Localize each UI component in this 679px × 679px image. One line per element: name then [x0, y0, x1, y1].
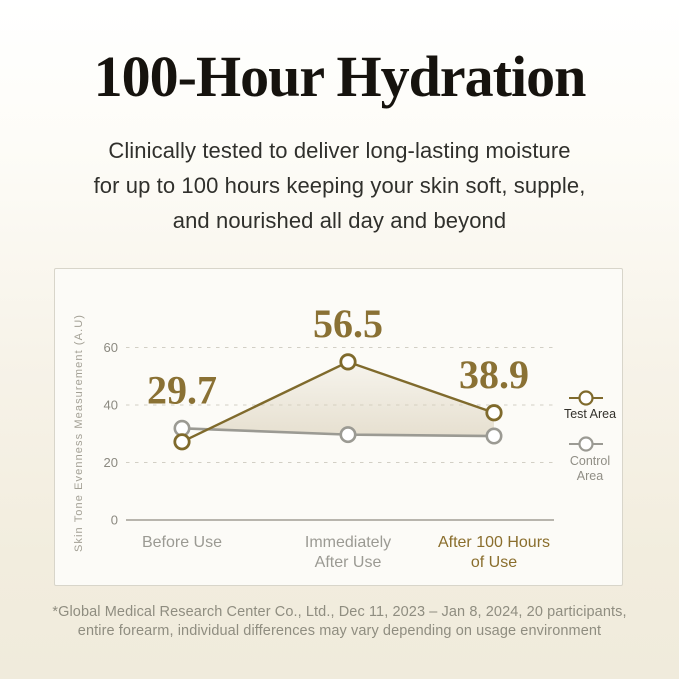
hydration-line-chart: 0 20 40 60 Skin Tone Evenness Measurement (A…	[73, 301, 616, 571]
area-fill-between-lines	[208, 361, 494, 437]
chart-card: 0 20 40 60 Skin Tone Evenness Measurement (A…	[54, 268, 623, 586]
footnote-line-2: entire forearm, individual differences m…	[77, 623, 602, 639]
legend-test-marker-icon	[578, 390, 594, 406]
test-area-marker-0	[173, 433, 191, 451]
legend-label-control-area-1: Control	[570, 454, 610, 468]
footnote: *Global Medical Research Center Co., Ltd…	[0, 603, 679, 641]
value-label-1: 56.5	[313, 301, 383, 346]
x-label-0-line-1: Before Use	[142, 534, 222, 551]
legend-label-test-area-1: Test Area	[564, 407, 616, 421]
subtitle-line-3: and nourished all day and beyond	[172, 208, 507, 233]
x-label-1-line-1: Immediately	[305, 534, 391, 551]
legend-control-marker-icon	[578, 436, 594, 452]
control-area-marker-2	[485, 427, 503, 445]
x-label-1-line-2: After Use	[315, 554, 382, 571]
y-axis-title: Skin Tone Evenness Measurement (A.U)	[73, 314, 85, 552]
y-tick-label-60: 60	[104, 340, 118, 355]
test-area-marker-1	[339, 353, 357, 371]
subtitle-line-1: Clinically tested to deliver long-lastin…	[108, 138, 571, 163]
subtitle-line-2: for up to 100 hours keeping your skin so…	[93, 173, 586, 198]
x-label-2-line-2: of Use	[471, 554, 517, 571]
test-area-marker-2	[485, 404, 503, 422]
control-area-marker-1	[339, 426, 357, 444]
footnote-line-1: *Global Medical Research Center Co., Ltd…	[52, 604, 627, 620]
x-label-2-line-1: After 100 Hours	[438, 534, 550, 551]
page-subtitle: Clinically tested to deliver long-lastin…	[0, 133, 679, 238]
y-tick-label-0: 0	[111, 513, 118, 528]
value-label-0: 29.7	[147, 367, 217, 412]
page-title: 100-Hour Hydration	[93, 44, 587, 109]
value-label-2: 38.9	[459, 352, 529, 397]
legend-label-control-area-2: Area	[577, 469, 603, 483]
y-tick-label-40: 40	[104, 398, 118, 413]
y-tick-label-20: 20	[104, 455, 118, 470]
